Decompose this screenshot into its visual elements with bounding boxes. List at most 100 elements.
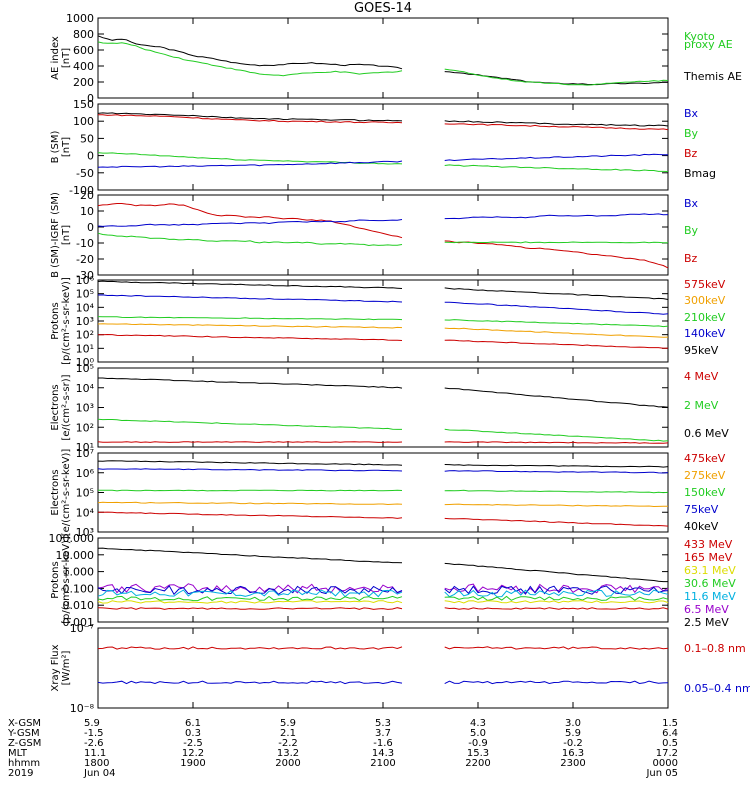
footer-cell: -2.2 [278,738,298,749]
series-line-blue-b [444,470,669,474]
series-line-orange-b [444,503,668,508]
y-tick-label: 200 [73,76,94,89]
footer-cell: 5.0 [470,728,486,739]
series-line-purple-b [444,583,669,594]
legend-entry: Bmag [684,167,716,180]
footer-cell: 17.2 [656,748,678,759]
legend-entry: 165 MeV [684,551,733,564]
footer-cell: 2200 [465,758,490,769]
y-tick-label: 10⁴ [76,301,95,314]
y-tick-label: 10⁷ [76,447,94,460]
series-line-orange-a [97,323,403,329]
footer-cell: 0.5 [662,738,678,749]
y-axis-label: Electrons [50,384,61,430]
footer-cell: -1.5 [84,728,104,739]
panel-protons-high: 100.000 10.000 1.000 0.100 0.010 0.001 Protons… [49,532,737,629]
y-axis-label: [p/(cm²-s-sr-keV)] [61,277,72,365]
y-tick-label: 10⁶ [76,274,95,287]
panel-frame [97,194,669,276]
series-line-green-a [97,418,402,430]
series-line-red-b [444,646,669,650]
y-tick-label: 100 [73,115,94,128]
panel-xray: 10⁻⁷ 10⁻⁸ Xray Flux [W/m²] 0.1–0.8 nm 0.05–0.… [50,622,750,715]
series-line-blue-a [97,680,403,685]
series-line-green-b [444,164,669,172]
legend-entry: 575keV [684,278,726,291]
footer-cell: 2100 [370,758,395,769]
footer-row-label: Z-GSM [8,738,41,749]
series-line-blue-b [444,585,669,595]
y-axis-label: Electrons [50,469,61,515]
legend-entry: 40keV [684,520,719,533]
footer-row-label: MLT [8,748,28,759]
footer-cell: -1.6 [373,738,393,749]
y-tick-label: 50 [80,132,94,145]
series-line-black-a [97,112,403,122]
y-tick-label: 10⁴ [76,506,95,519]
panel-frame [97,367,669,448]
legend-entry: proxy AE [684,38,733,51]
footer-cell: 4.3 [470,718,486,729]
footer-cell: 12.2 [182,748,204,759]
legend-entry: 0.1–0.8 nm [684,642,746,655]
legend-entry: 30.6 MeV [684,577,736,590]
series-line-black-b [444,287,669,300]
y-axis-label: [W/m²] [61,650,72,685]
legend-entry: 95keV [684,344,719,357]
y-axis-label: [p/(cm²-s-sr-keV)] [61,536,72,624]
legend-entry: 2.5 MeV [684,616,729,629]
series-line-red-a [97,646,403,650]
y-axis-label: [nT] [61,137,72,157]
y-axis-label: Protons [50,561,61,598]
footer-cell: 0000 [653,758,678,769]
footer-cell: Jun 05 [645,768,678,779]
footer-cell: 1800 [84,758,109,769]
y-tick-label: 0.010 [63,599,95,612]
y-axis-label: B (SM) [50,130,61,163]
series-line-black-b [444,562,668,583]
footer-cell: 16.3 [562,748,584,759]
legend-entry: Bx [684,107,699,120]
footer-cell: 6.1 [185,718,201,729]
series-line-green-b [444,68,669,86]
y-tick-label: 10¹ [76,441,94,454]
series-line-black-b [444,387,669,408]
series-line-red-a [98,511,403,519]
y-tick-label: 0.100 [63,582,95,595]
footer-row-label: Y-GSM [7,728,40,739]
footer-cell: 3.7 [375,728,391,739]
y-axis-label: [e/(cm²-s-sr)] [61,374,72,440]
y-axis-label: Xray Flux [50,644,61,691]
y-tick-label: 100.000 [49,532,95,545]
y-tick-label: -20 [76,253,94,266]
series-line-green-a [97,316,403,321]
y-tick-label: -30 [76,269,94,282]
legend-entry: 433 MeV [684,538,733,551]
series-line-green-b [444,595,669,601]
footer-cell: 13.2 [277,748,299,759]
legend-entry: By [684,224,699,237]
series-line-yellow-a [97,600,403,604]
panel-frame [97,627,669,709]
legend-entry: 4 MeV [684,370,719,383]
panel-electrons-low: 10⁷ 10⁶ 10⁵ 10⁴ 10³ Electrons [e/(cm²-s-sr-keV… [50,447,726,539]
footer-cell: -2.5 [183,738,203,749]
series-line-red-b [444,517,669,527]
y-tick-label: 800 [73,28,94,41]
series-line-red-a [97,607,403,610]
series-line-yellow-b [444,600,669,604]
legend-entry: 0.05–0.4 nm [684,682,750,695]
y-tick-label: 10³ [76,315,94,328]
series-line-blue-b [444,680,669,685]
footer-cell: -0.9 [468,738,488,749]
footer-cell: 6.4 [662,728,678,739]
legend-entry: 140keV [684,327,726,340]
series-line-cyan-a [97,589,403,598]
y-tick-label: -10 [76,237,94,250]
series-line-red-a [97,441,403,443]
panel-digrf: 20 10 0 -10 -20 -30 B (SM)-IGRF (SM) [nT] Bx By Bz [50,189,699,282]
y-tick-label: 10³ [76,526,94,539]
legend-entry: Bz [684,252,698,265]
